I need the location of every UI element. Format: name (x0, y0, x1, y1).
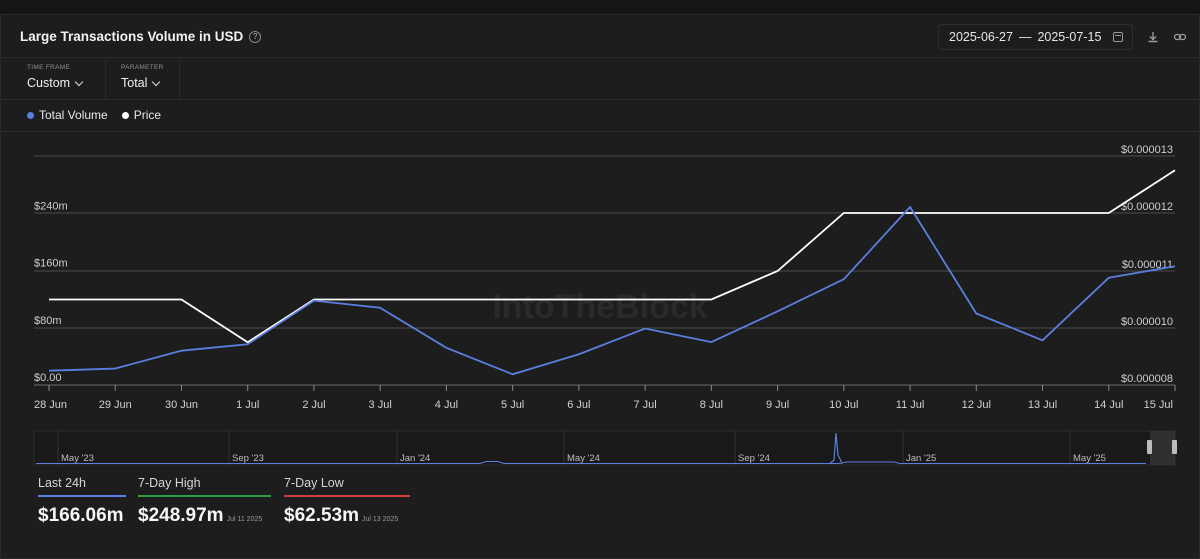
x-tick-label: 3 Jul (369, 399, 392, 411)
y-right-tick-label: $0.000013 (1121, 144, 1173, 156)
parameter-selector[interactable]: PARAMETER Total (95, 59, 164, 99)
x-tick-label: 12 Jul (962, 399, 991, 411)
y-right-tick-label: $0.000010 (1121, 316, 1173, 328)
legend-label: Price (133, 108, 162, 122)
chart-title-text: Large Transactions Volume in USD (20, 29, 244, 44)
date-start: 2025-06-27 (949, 30, 1013, 44)
legend-dot (121, 111, 129, 119)
selector-divider (179, 59, 180, 99)
x-tick-label: 8 Jul (700, 399, 723, 411)
series-line-price (49, 169, 1176, 344)
legend-total-volume[interactable]: Total Volume (27, 108, 108, 122)
legend-dot (27, 111, 34, 119)
navigator-selection (1150, 431, 1175, 465)
stat-7day-low-value: $62.53m (284, 505, 360, 526)
stat-last-24h-value: $166.06m (38, 505, 124, 526)
navigator-label: Sep '24 (738, 453, 770, 464)
x-tick-label: 6 Jul (567, 399, 590, 411)
x-tick-label: 10 Jul (829, 399, 858, 411)
x-tick-label: 2 Jul (302, 399, 325, 411)
selector-divider (105, 59, 106, 99)
date-separator: — (1018, 30, 1032, 44)
stat-7day-low-label: 7-Day Low (284, 476, 344, 490)
help-icon[interactable]: ? (249, 30, 262, 43)
x-tick-label: 14 Jul (1094, 399, 1123, 411)
controls-divider (1, 99, 1199, 100)
legend-price[interactable]: Price (121, 108, 162, 122)
navigator-label: May '23 (61, 453, 94, 464)
parameter-label: PARAMETER (121, 64, 164, 71)
navigator-handle-left[interactable] (1147, 440, 1152, 454)
x-tick-label: 4 Jul (435, 399, 458, 411)
x-tick-label: 29 Jun (99, 399, 132, 411)
stat-last-24h: Last 24h $166.06m (38, 476, 126, 527)
navigator-label: Sep '23 (232, 453, 264, 464)
navigator-label: May '25 (1073, 453, 1106, 464)
stat-bar (38, 495, 126, 497)
stat-7day-high-date: Jul 11 2025 (226, 516, 263, 523)
stat-last-24h-label: Last 24h (38, 476, 86, 490)
y-left-tick-label: $80m (34, 315, 62, 327)
navigator-label: Jan '25 (906, 453, 936, 464)
y-right-tick-label: $0.000011 (1122, 259, 1173, 271)
chart-panel: Large Transactions Volume in USD ? 2025-… (0, 14, 1200, 559)
navigator-series (36, 461, 1146, 464)
y-left-tick-label: $160m (34, 258, 68, 270)
navigator-spike (829, 432, 843, 464)
chart-legend: Total Volume Price (27, 108, 161, 122)
time-frame-selector[interactable]: TIME FRAME Custom (1, 59, 84, 99)
stat-bar (284, 495, 410, 497)
x-tick-label: 1 Jul (236, 399, 259, 411)
stat-7day-high-value: $248.97m (138, 505, 224, 526)
x-tick-label: 28 Jun (34, 399, 67, 411)
y-left-tick-label: $240m (34, 200, 68, 212)
stat-7day-low: 7-Day Low $62.53m Jul 13 2025 (284, 476, 410, 527)
x-tick-label: 11 Jul (896, 399, 925, 411)
chart-title: Large Transactions Volume in USD ? (20, 29, 262, 44)
x-tick-label: 7 Jul (633, 399, 656, 411)
parameter-value: Total (121, 76, 148, 90)
date-range-picker[interactable]: 2025-06-27 — 2025-07-15 (938, 24, 1133, 50)
series-line-total-volume (48, 205, 1176, 376)
link-icon[interactable] (1173, 30, 1187, 44)
stat-bar (138, 495, 271, 497)
stat-7day-low-date: Jul 13 2025 (362, 516, 399, 523)
stat-7day-high-label: 7-Day High (138, 476, 201, 490)
y-left-tick-label: $0.00 (34, 372, 62, 384)
time-frame-value: Custom (27, 76, 71, 90)
navigator-label: Jan '24 (400, 453, 430, 464)
x-tick-label: 9 Jul (766, 399, 789, 411)
date-end: 2025-07-15 (1037, 30, 1102, 44)
x-tick-label: 15 Jul (1144, 399, 1173, 411)
x-tick-label: 13 Jul (1028, 399, 1057, 411)
legend-divider (1, 131, 1199, 132)
header-divider (1, 57, 1199, 58)
y-right-tick-label: $0.000008 (1121, 373, 1173, 385)
navigator-frame (33, 430, 1176, 466)
x-tick-label: 30 Jun (165, 399, 198, 411)
x-tick-label: 5 Jul (501, 399, 524, 411)
navigator-label: May '24 (567, 453, 600, 464)
navigator-handle-right[interactable] (1172, 440, 1177, 454)
watermark-text: IntoTheBlock (492, 288, 707, 326)
y-right-tick-label: $0.000012 (1121, 201, 1173, 213)
legend-label: Total Volume (39, 108, 108, 122)
stat-7day-high: 7-Day High $248.97m Jul 11 2025 (138, 476, 271, 527)
time-frame-label: TIME FRAME (27, 64, 71, 71)
download-icon[interactable] (1146, 30, 1160, 44)
calendar-icon (1113, 32, 1124, 42)
